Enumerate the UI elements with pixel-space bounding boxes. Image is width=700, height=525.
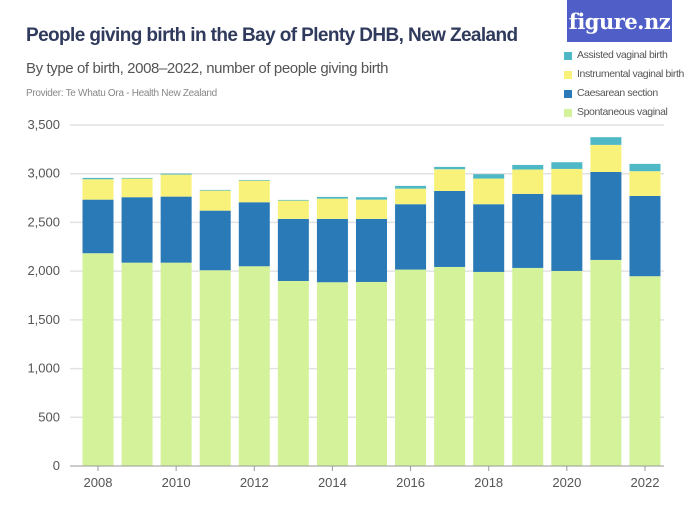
bar-segment xyxy=(551,162,583,169)
bar-segment xyxy=(82,253,114,466)
x-tick-label: 2022 xyxy=(631,475,660,490)
bar-segment xyxy=(355,197,387,200)
legend-swatch xyxy=(564,109,572,117)
x-tick-label: 2014 xyxy=(318,475,347,490)
bar-segment xyxy=(551,194,583,271)
bar-segment xyxy=(395,204,427,270)
legend-label: Assisted vaginal birth xyxy=(577,48,668,61)
figure-nz-logo[interactable]: figure.nz xyxy=(567,0,672,42)
bar-segment xyxy=(395,269,427,466)
bar-segment xyxy=(160,196,192,263)
bar-segment xyxy=(434,166,466,170)
y-tick-label: 2,500 xyxy=(27,214,60,229)
legend-item-caesarean: Caesarean section xyxy=(564,83,684,102)
bar-segment xyxy=(277,218,309,281)
x-tick-label: 2018 xyxy=(474,475,503,490)
legend-swatch xyxy=(564,90,572,98)
x-tick-label: 2012 xyxy=(240,475,269,490)
bar-segment xyxy=(238,266,270,466)
bar-segment xyxy=(629,276,661,466)
bar-segment xyxy=(82,179,114,200)
bar-segment xyxy=(316,282,348,466)
bar-segment xyxy=(121,177,153,179)
provider-text: Provider: Te Whatu Ora - Health New Zeal… xyxy=(26,88,217,99)
bar-segment xyxy=(512,193,544,268)
y-tick-label: 1,500 xyxy=(27,312,60,327)
bar-segment xyxy=(590,259,622,466)
bar-segment xyxy=(512,164,544,170)
bar-segment xyxy=(277,200,309,219)
y-tick-label: 1,000 xyxy=(27,361,60,376)
bar-segment xyxy=(629,195,661,277)
bar-segment xyxy=(238,202,270,267)
bar-segment xyxy=(121,262,153,466)
y-tick-label: 3,000 xyxy=(27,166,60,181)
bar-segment xyxy=(473,174,505,179)
bar-segment xyxy=(590,144,622,172)
bar-segment xyxy=(512,267,544,466)
x-tick-label: 2008 xyxy=(84,475,113,490)
bar-segment xyxy=(199,270,231,466)
bar-segment xyxy=(590,171,622,260)
bar-segment xyxy=(82,199,114,254)
bar-segment xyxy=(199,189,231,191)
y-tick-label: 2,000 xyxy=(27,263,60,278)
bar-segment xyxy=(316,196,348,199)
bar-segment xyxy=(355,281,387,466)
bar-segment xyxy=(395,188,427,205)
bar-segment xyxy=(199,210,231,271)
bar-segment xyxy=(395,185,427,189)
bar-segment xyxy=(551,270,583,466)
bar-segment xyxy=(316,198,348,219)
bar-segment xyxy=(238,179,270,181)
legend-swatch xyxy=(564,52,572,60)
bar-segment xyxy=(355,218,387,282)
legend: Assisted vaginal birth Instrumental vagi… xyxy=(564,45,684,121)
bar-segment xyxy=(160,174,192,197)
bar-segment xyxy=(434,190,466,267)
bar-segment xyxy=(82,177,114,180)
y-tick-label: 0 xyxy=(53,458,60,473)
bar-segment xyxy=(238,180,270,203)
bar-segment xyxy=(473,178,505,205)
chart-title: People giving birth in the Bay of Plenty… xyxy=(26,25,518,46)
x-tick-label: 2016 xyxy=(396,475,425,490)
legend-label: Spontaneous vaginal xyxy=(577,105,668,118)
bar-segment xyxy=(473,204,505,272)
bar-segment xyxy=(629,163,661,172)
y-tick-label: 3,500 xyxy=(27,117,60,132)
bar-segment xyxy=(512,169,544,194)
legend-item-assisted: Assisted vaginal birth xyxy=(564,45,684,64)
bar-segment xyxy=(316,218,348,283)
bar-segment xyxy=(434,169,466,191)
bar-segment xyxy=(277,280,309,466)
bar-segment xyxy=(590,137,622,145)
legend-label: Instrumental vaginal birth xyxy=(577,67,684,80)
x-tick-label: 2020 xyxy=(552,475,581,490)
y-tick-label: 500 xyxy=(38,409,60,424)
x-tick-label: 2010 xyxy=(162,475,191,490)
bar-segment xyxy=(551,168,583,195)
bar-segment xyxy=(434,266,466,466)
legend-item-instrumental: Instrumental vaginal birth xyxy=(564,64,684,83)
bar-segment xyxy=(121,197,153,263)
bar-segment xyxy=(121,178,153,198)
bar-segment xyxy=(160,173,192,175)
legend-swatch xyxy=(564,71,572,79)
bar-segment xyxy=(160,262,192,466)
bar-segment xyxy=(355,199,387,219)
bar-segment xyxy=(473,271,505,466)
bar-segment xyxy=(199,190,231,211)
legend-item-spontaneous: Spontaneous vaginal xyxy=(564,102,684,121)
chart-subtitle: By type of birth, 2008–2022, number of p… xyxy=(26,60,389,77)
bar-segment xyxy=(277,199,309,201)
legend-label: Caesarean section xyxy=(577,86,658,99)
bar-segment xyxy=(629,171,661,196)
